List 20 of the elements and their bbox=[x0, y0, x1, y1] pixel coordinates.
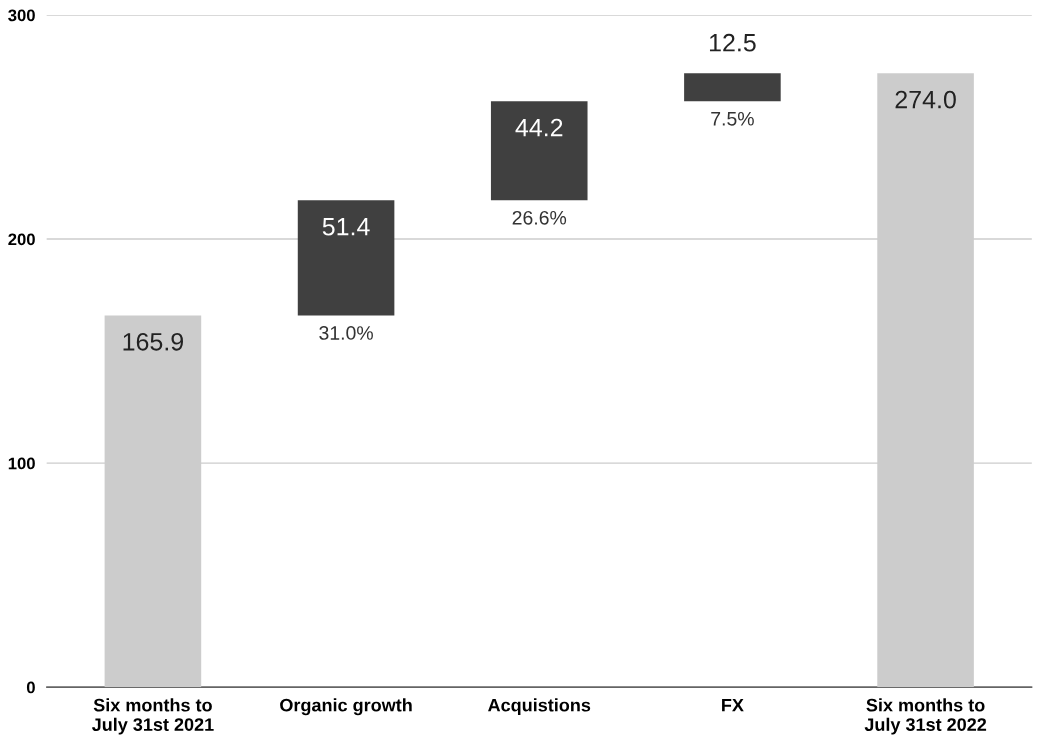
bar bbox=[297, 200, 395, 316]
y-tick-label: 100 bbox=[8, 457, 35, 470]
bar bbox=[684, 73, 781, 102]
y-tick-label: 200 bbox=[8, 233, 35, 246]
annotation: 26.6% bbox=[512, 210, 567, 225]
data-label: 274.0 bbox=[895, 90, 956, 109]
bar bbox=[490, 101, 588, 201]
data-label: 44.2 bbox=[515, 118, 563, 137]
data-label: 12.5 bbox=[709, 33, 756, 52]
annotation: 7.5% bbox=[711, 111, 754, 126]
data-label: 165.9 bbox=[123, 332, 184, 351]
x-tick-label: Six months to July 31st 2022 bbox=[864, 698, 987, 735]
annotation: 31.0% bbox=[319, 326, 373, 340]
data-label: 51.4 bbox=[322, 218, 370, 236]
x-tick-label: Acquistions bbox=[488, 698, 591, 716]
y-tick-label: 0 bbox=[26, 681, 35, 694]
x-tick-label: Organic growth bbox=[280, 698, 412, 716]
x-tick-label: Six months to July 31st 2021 bbox=[91, 698, 214, 735]
x-tick-label: FX bbox=[722, 698, 744, 712]
y-tick-label: 300 bbox=[8, 9, 35, 22]
